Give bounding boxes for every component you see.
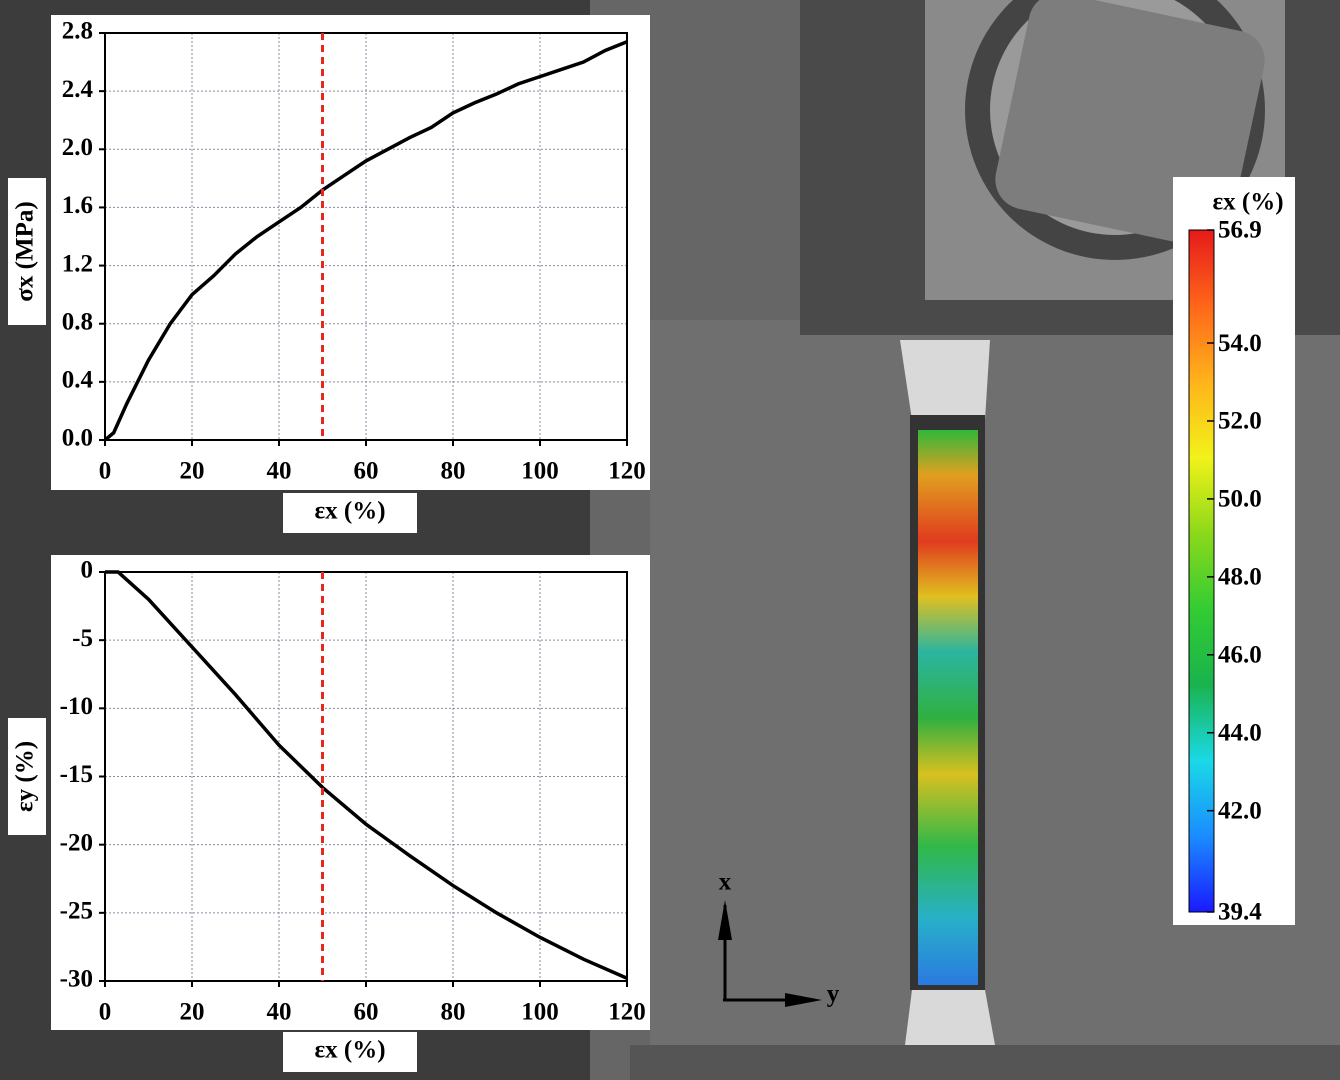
colorbar-tick-label: 44.0 bbox=[1218, 719, 1262, 746]
colorbar-title: εx (%) bbox=[1212, 189, 1283, 216]
x-tick-label: 120 bbox=[608, 999, 646, 1026]
y-tick-label: 2.4 bbox=[62, 76, 94, 103]
x-tick-label: 20 bbox=[180, 458, 205, 485]
colorbar-tick-label: 52.0 bbox=[1218, 408, 1262, 435]
y-tick-label: -30 bbox=[60, 966, 93, 993]
colorbar-tick-label: 46.0 bbox=[1218, 642, 1262, 669]
plot-frame bbox=[104, 32, 628, 441]
x-tick-label: 60 bbox=[354, 458, 379, 485]
y-tick-label: 0.0 bbox=[62, 425, 93, 452]
data-line bbox=[105, 570, 628, 980]
x-axis-label: εx (%) bbox=[314, 498, 385, 525]
plot-frame bbox=[104, 571, 628, 982]
x-tick-label: 40 bbox=[267, 999, 292, 1026]
y-tick-label: -5 bbox=[72, 625, 93, 652]
x-tick-label: 60 bbox=[354, 999, 379, 1026]
x-tick-label: 100 bbox=[521, 999, 559, 1026]
colorbar-tick-label: 56.9 bbox=[1218, 217, 1262, 244]
axis-arrow-label: y bbox=[827, 981, 840, 1008]
colorbar-tick-label: 39.4 bbox=[1218, 899, 1262, 926]
data-line bbox=[103, 40, 628, 442]
x-tick-label: 0 bbox=[99, 999, 112, 1026]
y-tick-label: -15 bbox=[60, 761, 93, 788]
y-tick-label: 1.6 bbox=[62, 192, 93, 219]
y-tick-label: -25 bbox=[60, 898, 93, 925]
y-axis-label: εy (%) bbox=[12, 741, 39, 812]
y-tick-label: 1.2 bbox=[62, 250, 93, 277]
colorbar-tick-label: 48.0 bbox=[1218, 564, 1262, 591]
y-tick-label: 2.8 bbox=[62, 18, 93, 45]
colorbar-tick-label: 50.0 bbox=[1218, 486, 1262, 513]
ylabel-box bbox=[8, 718, 46, 835]
x-tick-label: 80 bbox=[441, 458, 466, 485]
colorbar-tick-label: 54.0 bbox=[1218, 330, 1262, 357]
y-tick-label: -20 bbox=[60, 829, 93, 856]
y-axis-label: σx (MPa) bbox=[12, 201, 39, 301]
x-tick-label: 20 bbox=[180, 999, 205, 1026]
y-tick-label: -10 bbox=[60, 693, 93, 720]
y-tick-label: 0.4 bbox=[62, 367, 94, 394]
y-tick-label: 0.8 bbox=[62, 308, 93, 335]
x-axis-label: εx (%) bbox=[314, 1037, 385, 1064]
colorbar bbox=[1188, 229, 1215, 913]
axis-arrow-label: x bbox=[719, 869, 732, 896]
x-tick-label: 40 bbox=[267, 458, 292, 485]
x-tick-label: 100 bbox=[521, 458, 559, 485]
x-tick-label: 80 bbox=[441, 999, 466, 1026]
x-tick-label: 0 bbox=[99, 458, 112, 485]
xlabel-box bbox=[283, 493, 417, 533]
ylabel-box bbox=[8, 178, 46, 325]
chart-panel bbox=[51, 15, 650, 490]
x-tick-label: 120 bbox=[608, 458, 646, 485]
y-tick-label: 2.0 bbox=[62, 134, 93, 161]
chart-panel bbox=[51, 555, 650, 1030]
y-tick-label: 0 bbox=[81, 557, 94, 584]
colorbar-tick-label: 42.0 bbox=[1218, 797, 1262, 824]
xlabel-box bbox=[283, 1032, 417, 1072]
